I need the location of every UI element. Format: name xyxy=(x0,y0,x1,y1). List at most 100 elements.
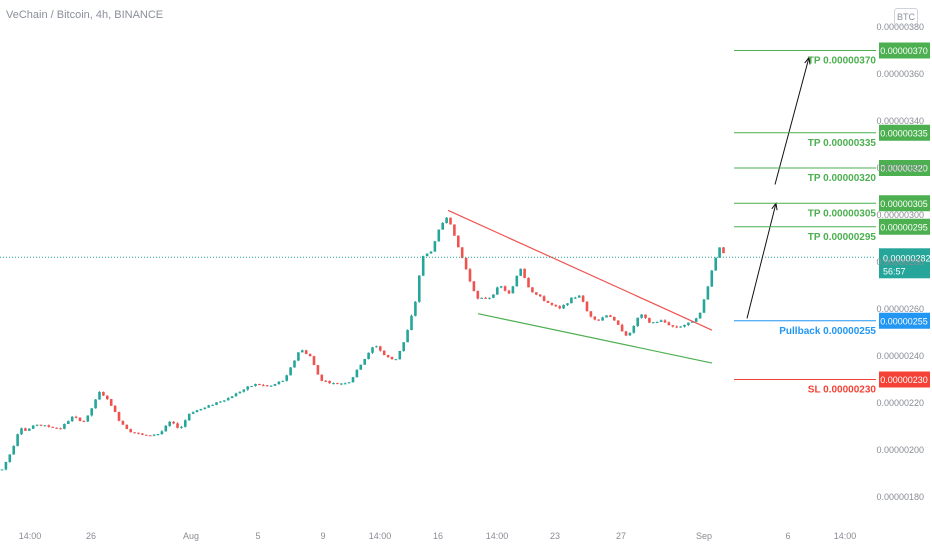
candle-body xyxy=(219,401,222,403)
candle-body xyxy=(74,416,78,418)
candle-body xyxy=(304,350,308,354)
candle-body xyxy=(336,383,339,385)
level-price-tag[interactable] xyxy=(879,312,930,329)
candle-body xyxy=(262,385,265,387)
level-label: TP 0.00000295 xyxy=(808,232,877,243)
candle-body xyxy=(285,375,288,381)
price-axis[interactable]: 0.00000380 0.00000360 0.00000340 0.00000320… xyxy=(876,22,924,502)
x-tick-label: 14:00 xyxy=(486,531,509,541)
candle-body xyxy=(722,247,725,254)
projection-arrow[interactable] xyxy=(774,57,810,185)
candle-body xyxy=(289,367,292,376)
candle-body xyxy=(464,257,468,270)
symbol-title: VeChain / Bitcoin, 4h, BINANCE xyxy=(6,9,164,21)
candle-body xyxy=(496,287,499,295)
candle-body xyxy=(371,347,374,353)
candle-body xyxy=(51,426,54,428)
candle-body xyxy=(691,321,694,323)
candle-body xyxy=(250,386,253,388)
candle-body xyxy=(324,380,327,382)
x-tick-label: 14:00 xyxy=(834,531,857,541)
candle-body xyxy=(39,424,43,426)
y-tick-label: 0.00000320 xyxy=(876,163,924,173)
level-label: TP 0.00000320 xyxy=(808,173,877,184)
candle-body xyxy=(503,286,507,291)
y-tick-label: 0.00000200 xyxy=(876,445,924,455)
candle-body xyxy=(644,314,647,318)
candle-body xyxy=(437,229,441,242)
x-tick-label: 9 xyxy=(320,531,325,541)
y-tick-label: 0.00000260 xyxy=(876,304,924,314)
candle-body xyxy=(12,445,15,455)
candle-body xyxy=(258,384,261,386)
level-price-tag-text: 0.00000320 xyxy=(880,164,928,174)
candle-body xyxy=(581,295,585,302)
candle-body xyxy=(176,423,179,428)
projection-arrow[interactable] xyxy=(746,203,777,319)
candle-body xyxy=(492,294,495,298)
level-price-tag[interactable] xyxy=(879,371,930,388)
level-label: TP 0.00000370 xyxy=(808,56,877,67)
candle-body xyxy=(148,435,152,437)
candle-body xyxy=(667,322,671,326)
candle-body xyxy=(234,393,238,397)
candle-body xyxy=(172,421,175,424)
candle-body xyxy=(316,365,320,375)
candle-body xyxy=(410,315,413,331)
drawing-layer[interactable] xyxy=(0,56,876,364)
current-price-tag[interactable] xyxy=(879,248,930,279)
candle-body xyxy=(460,247,464,258)
candle-body xyxy=(195,410,199,413)
level-label: Pullback 0.00000255 xyxy=(779,326,876,337)
level-price-tag[interactable] xyxy=(879,218,930,235)
candle-body xyxy=(156,434,160,436)
candle-body xyxy=(554,304,558,307)
time-axis[interactable]: 14:00 26 Aug 5 9 14:00 16 14:00 23 27 Sep 6 14:00 xyxy=(19,531,857,541)
candle-body xyxy=(394,359,398,361)
candle-body xyxy=(671,325,675,327)
candle-body xyxy=(648,317,651,323)
candle-body xyxy=(223,400,226,402)
candle-body xyxy=(702,299,706,313)
lower-trendline[interactable] xyxy=(477,313,713,364)
candle-body xyxy=(0,469,4,471)
candle-body xyxy=(82,420,86,422)
level-price-tag[interactable] xyxy=(879,42,930,59)
y-tick-label: 0.00000380 xyxy=(876,22,924,32)
candle-body xyxy=(67,421,70,424)
candle-body xyxy=(254,384,257,387)
candle-body xyxy=(718,247,721,258)
candle-body xyxy=(531,287,534,293)
x-tick-label: 27 xyxy=(616,531,626,541)
candle-body xyxy=(24,428,27,431)
level-price-tag[interactable] xyxy=(879,195,930,212)
currency-badge[interactable]: BTC xyxy=(894,8,918,26)
x-tick-label: 14:00 xyxy=(19,531,42,541)
candle-body xyxy=(663,320,667,323)
candle-body xyxy=(70,416,74,422)
upper-trendline[interactable] xyxy=(447,209,713,331)
candle-body xyxy=(265,385,269,387)
candle-body xyxy=(113,405,117,412)
candle-body xyxy=(683,324,686,327)
level-price-tag[interactable] xyxy=(879,124,930,141)
candle-body xyxy=(480,297,483,299)
candle-body xyxy=(433,241,437,252)
candle-body xyxy=(640,314,643,318)
candle-body xyxy=(706,286,710,300)
candle-body xyxy=(574,297,577,299)
level-price-tag-text: 0.00000230 xyxy=(880,375,928,385)
candle-body xyxy=(98,391,101,400)
candlestick-series[interactable] xyxy=(0,217,725,471)
y-tick-label: 0.00000240 xyxy=(876,351,924,361)
candle-body xyxy=(398,350,402,360)
candle-body xyxy=(160,431,164,435)
level-price-tag[interactable] xyxy=(879,160,930,176)
candle-body xyxy=(418,275,421,302)
candle-body xyxy=(301,350,304,353)
candle-body xyxy=(679,326,682,328)
candle-body xyxy=(655,321,659,323)
candle-body xyxy=(277,381,281,385)
